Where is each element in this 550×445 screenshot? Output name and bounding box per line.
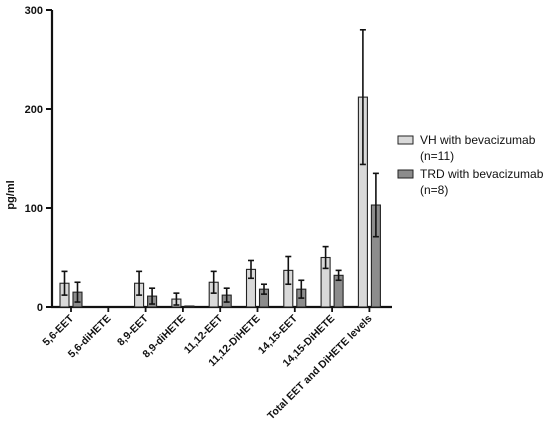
y-tick-label: 300 — [25, 5, 43, 17]
y-ticks: 0 100 200 300 — [25, 5, 52, 314]
legend-series-n: (n=11) — [420, 149, 454, 163]
legend-series-name: VH with bevacizumab — [420, 133, 536, 147]
y-tick-label: 0 — [37, 302, 43, 314]
legend-swatch — [397, 135, 414, 145]
legend-series-name: TRD with bevacizumab — [420, 167, 544, 181]
y-axis-label: pg/ml — [5, 180, 17, 209]
y-tick-label: 200 — [25, 104, 43, 116]
x-category-label: 8,9-EET — [115, 312, 151, 348]
y-tick-label: 100 — [25, 203, 43, 215]
bar — [184, 305, 195, 308]
axes — [50, 10, 392, 312]
x-category-label: 5,6-EET — [40, 312, 76, 348]
legend: VH with bevacizumab (n=11) TRD with bevaci… — [397, 133, 544, 197]
legend-swatch — [397, 169, 414, 179]
legend-series-n: (n=8) — [420, 183, 448, 197]
bars — [59, 28, 381, 308]
